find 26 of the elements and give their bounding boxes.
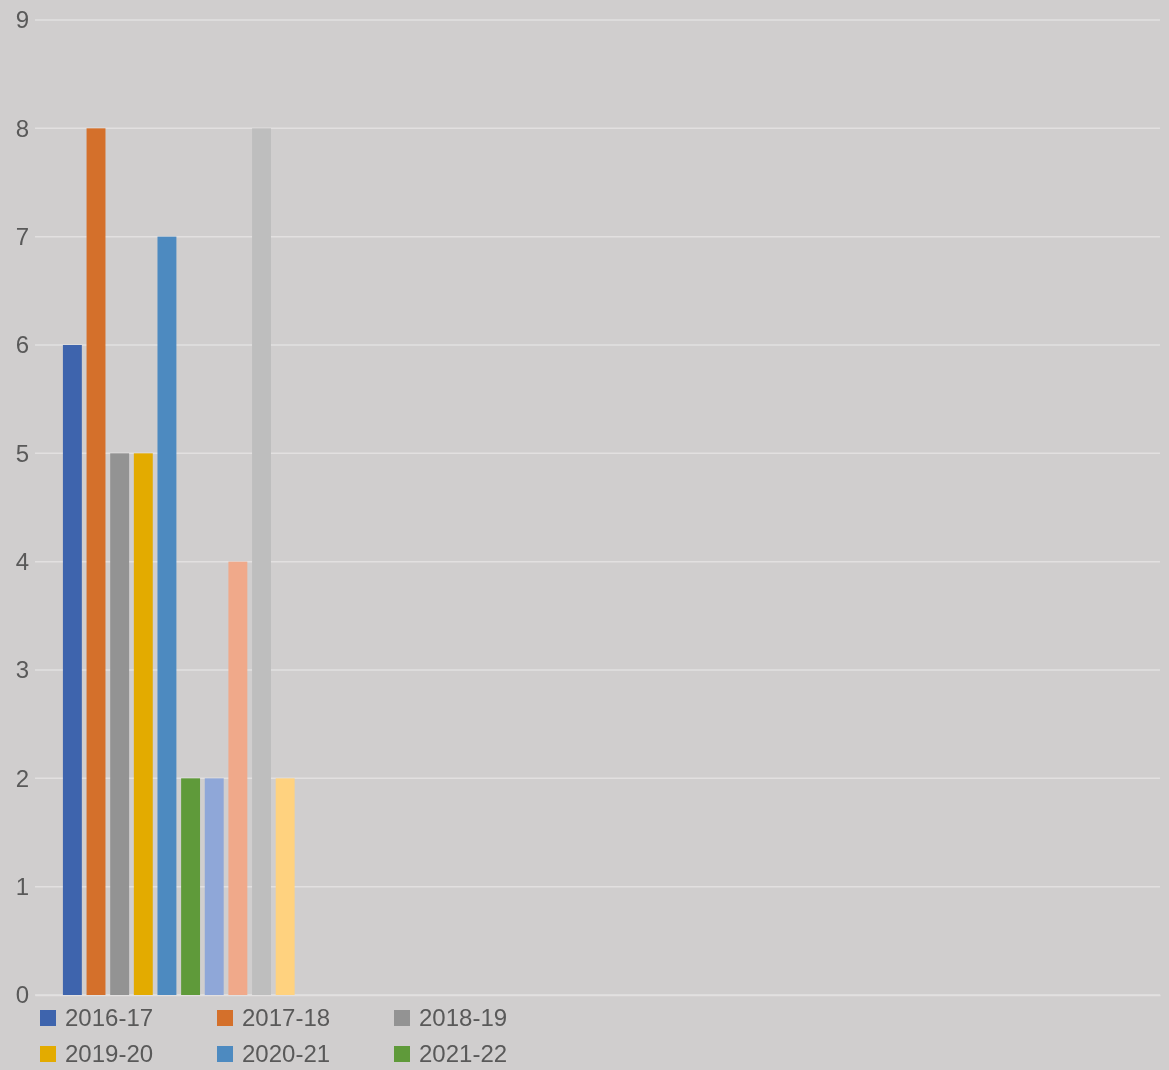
y-tick-label: 7 — [15, 222, 29, 250]
legend-label: 2021-22 — [419, 1040, 508, 1068]
legend-label: 2020-21 — [242, 1040, 331, 1068]
y-tick-label: 6 — [15, 331, 29, 359]
y-tick-label: 3 — [15, 656, 29, 684]
bar — [252, 128, 271, 995]
bar — [204, 778, 224, 995]
bar — [110, 453, 130, 995]
bar — [181, 778, 201, 995]
y-tick-label: 8 — [15, 114, 29, 142]
legend-label: 2019-20 — [65, 1040, 154, 1068]
legend-label: 2017-18 — [242, 1004, 331, 1032]
y-tick-label: 0 — [15, 981, 29, 1009]
y-tick-label: 1 — [15, 872, 29, 900]
bar — [157, 236, 177, 995]
bar — [228, 561, 248, 995]
y-tick-label: 5 — [15, 439, 29, 467]
legend-label: 2016-17 — [65, 1004, 154, 1032]
bar — [133, 453, 153, 995]
y-tick-label: 4 — [15, 547, 29, 575]
legend-label: 2018-19 — [419, 1004, 508, 1032]
y-tick-label: 2 — [15, 764, 29, 792]
bar — [275, 778, 295, 995]
bar — [86, 128, 106, 995]
y-tick-label: 9 — [15, 6, 29, 34]
bar — [62, 345, 82, 995]
